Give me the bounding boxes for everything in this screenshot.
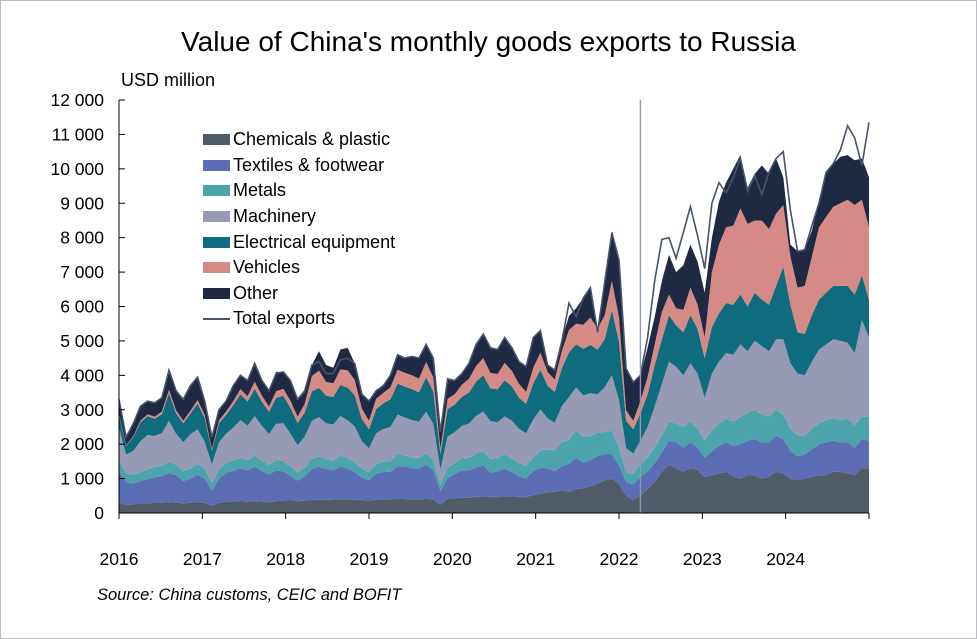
legend-item-other: Other [203, 281, 395, 307]
legend-swatch [203, 159, 230, 171]
x-tick-label: 2023 [683, 549, 722, 569]
legend-label: Chemicals & plastic [233, 129, 391, 150]
stacked-areas [118, 100, 870, 513]
legend-swatch [203, 134, 230, 146]
legend-item-metals: Metals [203, 178, 395, 204]
y-tick-label: 5 000 [60, 331, 104, 351]
legend-label: Total exports [233, 308, 336, 329]
axes [118, 99, 870, 519]
area-textiles-footwear [119, 435, 869, 506]
legend-swatch [203, 317, 230, 320]
x-tick-label: 2019 [350, 549, 389, 569]
legend-item-electrical: Electrical equipment [203, 229, 395, 255]
x-tick-label: 2021 [516, 549, 555, 569]
legend-item-chemicals: Chemicals & plastic [203, 127, 395, 153]
area-machinery [119, 320, 869, 485]
legend-label: Machinery [233, 206, 317, 227]
y-tick-label: 4 000 [60, 365, 104, 385]
legend-swatch [203, 262, 230, 274]
legend-label: Electrical equipment [233, 231, 396, 252]
y-axis-unit: USD million [121, 70, 216, 90]
y-tick-label: 11 000 [52, 124, 104, 144]
y-tick-label: 2 000 [60, 434, 104, 454]
x-tick-label: 2022 [600, 549, 639, 569]
area-chemicals-plastic [119, 464, 869, 513]
y-tick-label: 12 000 [50, 90, 104, 110]
y-tick-label: 7 000 [60, 262, 104, 282]
y-tick-label: 1 000 [60, 469, 104, 489]
legend-swatch [203, 211, 230, 223]
legend-item-vehicles: Vehicles [203, 255, 395, 281]
tick-labels: 0 1 000 2 000 3 000 4 000 5 000 6 000 7 000 8 00… [50, 90, 805, 569]
chart-title: Value of China's monthly goods exports t… [181, 26, 796, 57]
legend-swatch [203, 287, 230, 299]
legend: Chemicals & plastic Textiles & footwear … [203, 127, 395, 332]
legend-swatch [203, 185, 230, 197]
x-tick-label: 2017 [183, 549, 222, 569]
y-tick-label: 0 [94, 503, 104, 523]
x-tick-label: 2018 [266, 549, 305, 569]
y-tick-label: 3 000 [60, 400, 104, 420]
y-tick-label: 6 000 [60, 297, 104, 317]
x-tick-label: 2024 [766, 549, 805, 569]
legend-item-textiles: Textiles & footwear [203, 153, 395, 179]
area-metals [119, 409, 869, 491]
source-note: Source: China customs, CEIC and BOFIT [97, 586, 402, 604]
legend-swatch [203, 236, 230, 248]
legend-label: Vehicles [233, 257, 301, 278]
area-electrical-equipment [119, 266, 869, 470]
legend-label: Other [233, 282, 279, 303]
y-tick-label: 10 000 [50, 159, 104, 179]
legend-label: Textiles & footwear [233, 154, 385, 175]
legend-label: Metals [233, 180, 287, 201]
legend-item-total-exports: Total exports [203, 306, 395, 332]
legend-item-machinery: Machinery [203, 204, 395, 230]
y-tick-label: 8 000 [60, 228, 104, 248]
x-tick-label: 2020 [433, 549, 472, 569]
y-tick-label: 9 000 [60, 193, 104, 213]
x-tick-label: 2016 [100, 549, 139, 569]
total-exports-line [118, 122, 870, 440]
